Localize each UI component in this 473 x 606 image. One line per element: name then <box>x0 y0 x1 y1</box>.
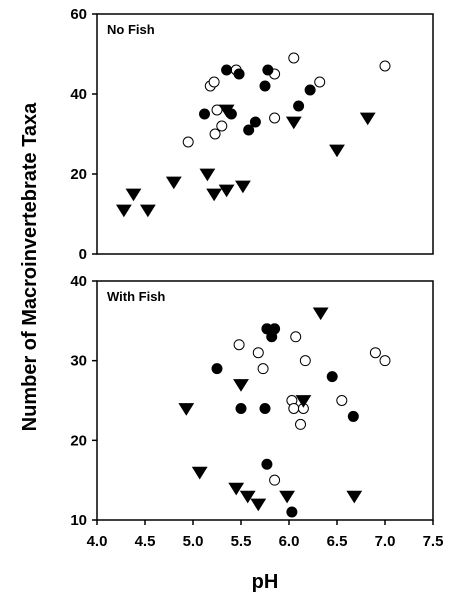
point-filled-circle <box>259 80 271 92</box>
point-open-circle <box>288 52 300 64</box>
point-triangle <box>233 379 249 392</box>
x-tick-label: 5.5 <box>231 533 252 550</box>
panel-with-fish-marks: 10 20 30 40 <box>70 273 391 529</box>
point-open-circle <box>269 474 281 486</box>
point-triangle <box>279 490 295 504</box>
x-tick-label: 7.5 <box>423 533 444 550</box>
point-open-circle <box>216 120 228 132</box>
point-filled-circle <box>293 100 305 112</box>
panel-no-fish-frame <box>96 13 434 255</box>
y-tick-label: 20 <box>70 432 87 449</box>
point-filled-circle <box>269 323 281 335</box>
point-filled-circle <box>221 64 233 76</box>
point-open-circle <box>314 76 326 88</box>
point-filled-circle <box>235 402 247 414</box>
y-tick-label: 40 <box>70 86 87 103</box>
point-open-circle <box>182 136 194 148</box>
point-open-circle <box>252 347 264 359</box>
point-triangle <box>199 168 216 182</box>
x-tick-label: 7.0 <box>375 533 396 550</box>
point-open-circle <box>369 347 381 359</box>
point-open-circle <box>379 60 391 72</box>
point-open-circle <box>288 402 300 414</box>
point-triangle <box>285 116 302 130</box>
point-open-circle <box>295 418 307 430</box>
y-tick-label: 40 <box>70 273 87 290</box>
x-tick-label: 6.5 <box>327 533 348 550</box>
panel-with-fish-frame <box>96 280 434 521</box>
point-triangle <box>228 482 245 496</box>
point-open-circle <box>336 395 348 406</box>
point-triangle <box>329 144 345 158</box>
point-filled-circle <box>304 84 316 96</box>
point-open-circle <box>233 339 245 351</box>
point-triangle <box>191 466 208 480</box>
point-triangle <box>178 403 195 416</box>
point-triangle <box>295 395 312 408</box>
point-filled-circle <box>233 68 245 80</box>
panel-with-fish: With Fish 10 20 30 40 <box>70 273 434 529</box>
point-filled-circle <box>286 506 298 518</box>
y-tick-label: 20 <box>70 166 87 183</box>
point-filled-circle <box>262 64 274 76</box>
x-tick-label: 4.0 <box>87 533 108 550</box>
panel-with-fish-label: With Fish <box>107 289 165 304</box>
point-open-circle <box>208 76 220 88</box>
panel-no-fish: No Fish 0 20 40 60 <box>70 6 434 263</box>
y-tick-label: 0 <box>79 246 87 263</box>
point-triangle <box>346 490 363 504</box>
y-axis-title: Number of Macroinvertebrate Taxa <box>19 102 41 431</box>
point-triangle <box>218 104 235 118</box>
point-triangle <box>250 498 267 512</box>
point-triangle <box>235 180 251 194</box>
point-open-circle <box>211 104 223 116</box>
point-filled-circle <box>347 410 359 422</box>
point-triangle <box>239 490 256 504</box>
point-filled-circle <box>259 402 271 414</box>
point-triangle <box>312 307 329 321</box>
x-tick-label: 6.0 <box>279 533 300 550</box>
point-triangle <box>139 204 156 218</box>
x-tick-label: 4.5 <box>135 533 156 550</box>
x-axis-title: pH <box>252 571 279 593</box>
point-triangle <box>218 184 235 198</box>
point-open-circle <box>299 355 311 367</box>
point-filled-circle <box>249 116 261 128</box>
point-triangle <box>115 204 132 218</box>
point-triangle <box>359 112 376 126</box>
point-filled-circle <box>261 458 273 470</box>
y-tick-label: 60 <box>70 6 87 23</box>
point-open-circle <box>290 331 302 343</box>
point-open-circle <box>269 112 281 124</box>
point-open-circle <box>379 355 391 367</box>
point-triangle <box>206 188 223 202</box>
point-filled-circle <box>326 371 338 383</box>
point-open-circle <box>209 128 221 140</box>
point-filled-circle <box>243 124 255 136</box>
point-triangle <box>165 176 182 190</box>
y-tick-label: 30 <box>70 353 87 370</box>
panel-no-fish-label: No Fish <box>107 22 155 37</box>
point-open-circle <box>257 363 269 375</box>
panel-no-fish-marks: 0 20 40 60 <box>70 6 391 263</box>
point-filled-circle <box>199 108 211 120</box>
point-triangle <box>125 188 142 202</box>
y-tick-label: 10 <box>70 512 87 529</box>
x-axis: 4.0 4.5 5.0 5.5 6.0 6.5 7.0 7.5 <box>87 520 444 550</box>
point-filled-circle <box>211 363 223 375</box>
x-tick-label: 5.0 <box>183 533 204 550</box>
